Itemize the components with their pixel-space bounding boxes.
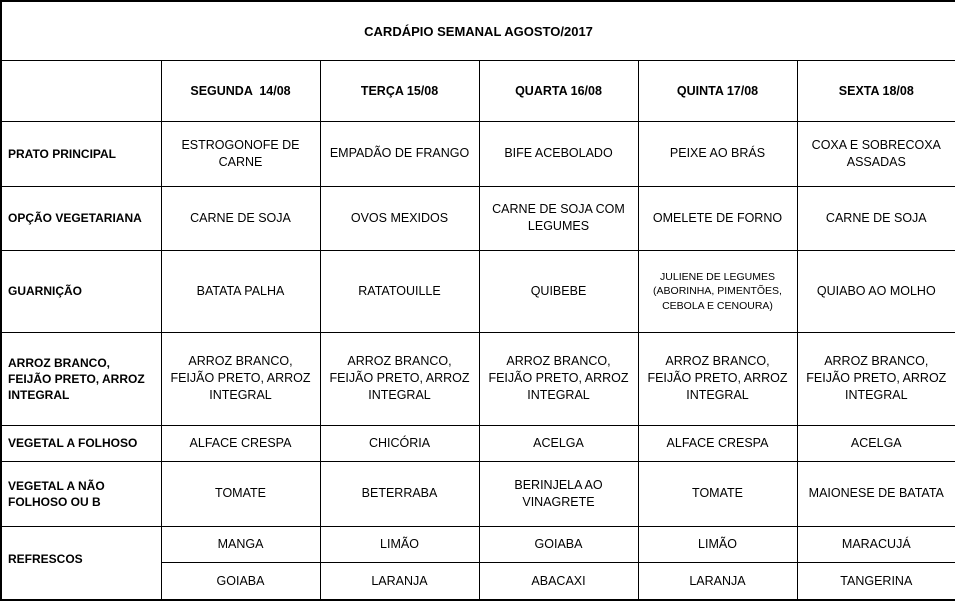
menu-cell: MANGA [160,525,321,564]
menu-cell: ACELGA [796,424,955,463]
row-label-prato-principal: PRATO PRINCIPAL [0,121,162,187]
menu-cell: MARACUJÁ [796,525,955,564]
menu-cell: LARANJA [319,562,480,601]
menu-cell: JULIENE DE LEGUMES (ABORINHA, PIMENTÕES,… [637,250,798,333]
menu-cell: EMPADÃO DE FRANGO [319,121,480,187]
menu-cell: TOMATE [637,461,798,527]
menu-cell: QUIBEBE [478,250,639,333]
table-row: GUARNIÇÃO BATATA PALHA RATATOUILLE QUIBE… [0,250,955,333]
row-label-opcao-vegetariana: OPÇÃO VEGETARIANA [0,185,162,252]
menu-cell: ESTROGONOFE DE CARNE [160,121,321,187]
menu-cell: BIFE ACEBOLADO [478,121,639,187]
header-quarta: QUARTA 16/08 [478,60,639,122]
menu-cell: QUIABO AO MOLHO [796,250,955,333]
table-row: VEGETAL A NÃO FOLHOSO OU B TOMATE BETERR… [0,461,955,527]
menu-cell: LIMÃO [319,525,480,564]
menu-cell: TOMATE [160,461,321,527]
menu-cell: GOIABA [160,562,321,601]
table-row: GOIABA LARANJA ABACAXI LARANJA TANGERINA [1,562,955,601]
menu-cell: ALFACE CRESPA [637,424,798,463]
header-segunda: SEGUNDA 14/08 [160,60,321,122]
table-row: PRATO PRINCIPAL ESTROGONOFE DE CARNE EMP… [0,121,955,187]
menu-cell: CHICÓRIA [319,424,480,463]
row-label-arroz: ARROZ BRANCO, FEIJÃO PRETO, ARROZ INTEGR… [0,331,162,426]
header-sexta: SEXTA 18/08 [796,60,955,122]
menu-cell: ACELGA [478,424,639,463]
menu-cell: PEIXE AO BRÁS [637,121,798,187]
menu-cell: TANGERINA [796,562,955,601]
title-row: CARDÁPIO SEMANAL AGOSTO/2017 [0,0,955,61]
menu-cell: BERINJELA AO VINAGRETE [478,461,639,527]
menu-cell: CARNE DE SOJA COM LEGUMES [478,185,639,252]
menu-cell: BETERRABA [319,461,480,527]
table-row: ARROZ BRANCO, FEIJÃO PRETO, ARROZ INTEGR… [0,331,955,426]
menu-cell: OMELETE DE FORNO [637,185,798,252]
menu-cell: ALFACE CRESPA [160,424,321,463]
header-terca: TERÇA 15/08 [319,60,480,122]
menu-cell: LIMÃO [637,525,798,564]
page-title: CARDÁPIO SEMANAL AGOSTO/2017 [0,0,955,61]
row-label-vegetal-nao-folhoso: VEGETAL A NÃO FOLHOSO OU B [0,461,162,527]
menu-cell: COXA E SOBRECOXA ASSADAS [796,121,955,187]
menu-cell: ARROZ BRANCO, FEIJÃO PRETO, ARROZ INTEGR… [796,331,955,426]
menu-cell: RATATOUILLE [319,250,480,333]
header-empty [0,60,162,122]
header-quinta: QUINTA 17/08 [637,60,798,122]
menu-cell: CARNE DE SOJA [796,185,955,252]
row-label-guarnicao: GUARNIÇÃO [0,250,162,333]
table-row: OPÇÃO VEGETARIANA CARNE DE SOJA OVOS MEX… [0,185,955,252]
menu-cell: MAIONESE DE BATATA [796,461,955,527]
menu-cell: ARROZ BRANCO, FEIJÃO PRETO, ARROZ INTEGR… [319,331,480,426]
menu-cell: ARROZ BRANCO, FEIJÃO PRETO, ARROZ INTEGR… [160,331,321,426]
menu-cell: GOIABA [478,525,639,564]
menu-cell: ARROZ BRANCO, FEIJÃO PRETO, ARROZ INTEGR… [637,331,798,426]
menu-cell: CARNE DE SOJA [160,185,321,252]
menu-cell: OVOS MEXIDOS [319,185,480,252]
table-row: REFRESCOS MANGA LIMÃO GOIABA LIMÃO MARAC… [0,525,955,601]
menu-cell: BATATA PALHA [160,250,321,333]
menu-cell: ARROZ BRANCO, FEIJÃO PRETO, ARROZ INTEGR… [478,331,639,426]
row-label-refrescos: REFRESCOS [0,525,162,601]
menu-cell: LARANJA [637,562,798,601]
row-label-vegetal-folhoso: VEGETAL A FOLHOSO [0,424,162,463]
menu-cell: ABACAXI [478,562,639,601]
table-row: VEGETAL A FOLHOSO ALFACE CRESPA CHICÓRIA… [0,424,955,463]
day-header-row: SEGUNDA 14/08 TERÇA 15/08 QUARTA 16/08 Q… [0,60,955,122]
